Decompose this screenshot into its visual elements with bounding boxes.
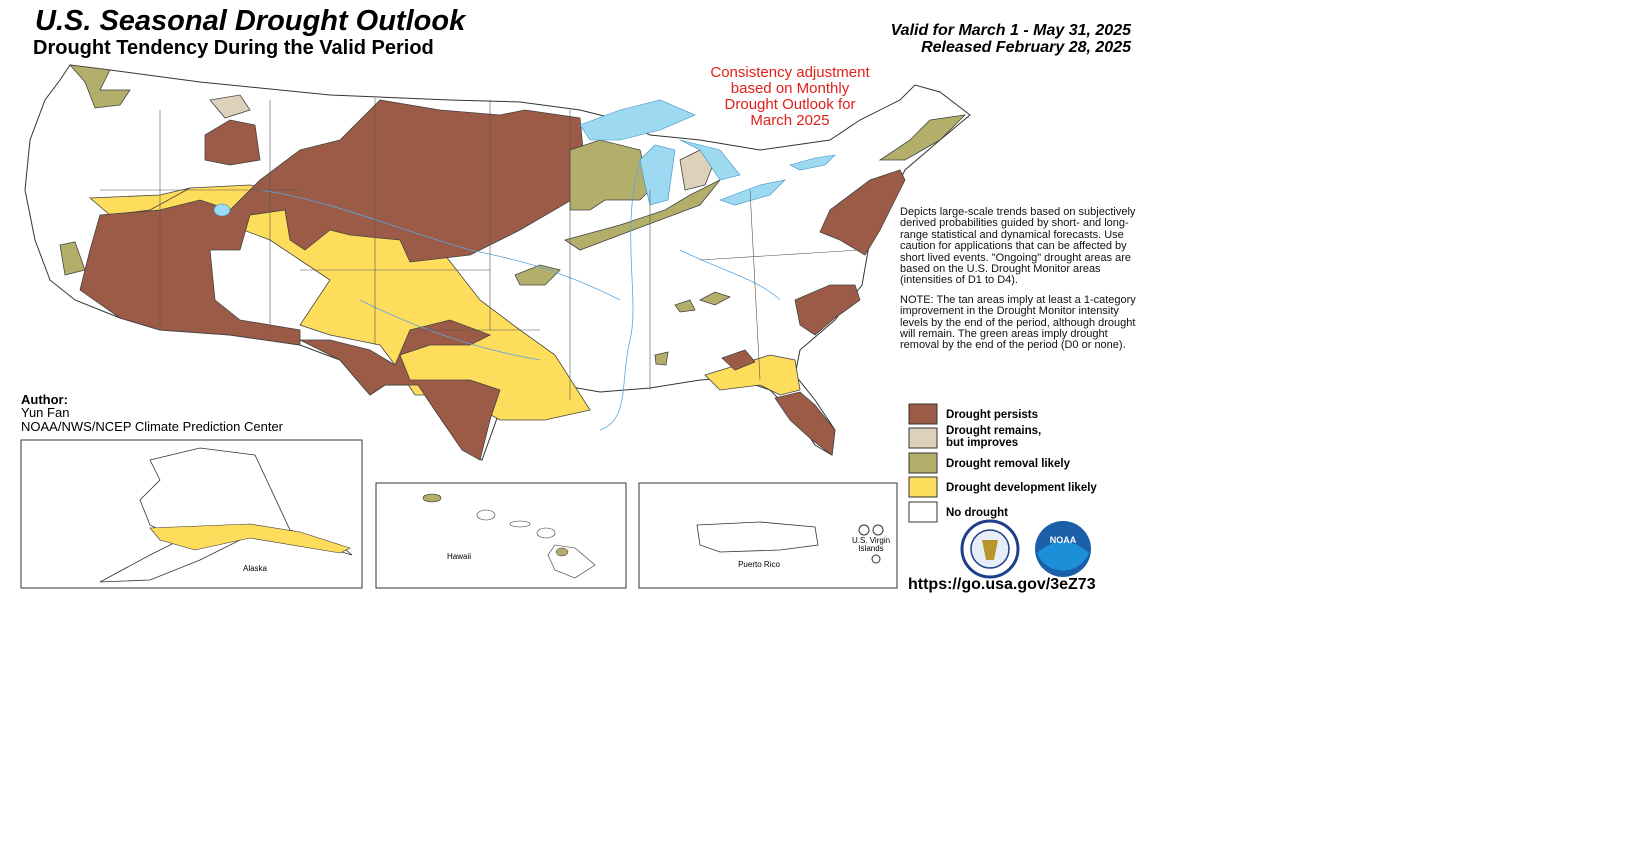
development-region [704,354,801,396]
puerto-rico-shape [696,521,819,553]
island [476,509,496,521]
island [872,524,884,536]
valid-period: Valid for March 1 - May 31, 2025 [891,22,1133,39]
removal-region [654,351,669,366]
improves-region [679,149,716,191]
great-salt-lake [213,203,231,217]
legend: Drought persists Drought remains,but impr… [908,403,1097,523]
author-name: Yun Fan [21,405,69,420]
arkansas-river [359,299,541,361]
inset-frame [375,482,627,589]
puerto-rico-inset: Puerto Rico U.S. Virgin Islands [638,482,898,589]
ohio-river [679,249,781,301]
island [858,524,870,536]
lake-erie [719,179,786,206]
removal-region [59,241,86,276]
missouri-river [259,189,621,301]
island [871,554,881,564]
removal-region [422,493,442,503]
legend-label: No drought [946,507,1008,519]
removal-region [555,547,569,557]
mississippi-river [599,159,641,431]
consistency-note: Consistency adjustment based on Monthly … [710,64,870,129]
subtitle: Drought Tendency During the Valid Period [33,37,434,59]
title: U.S. Seasonal Drought Outlook [35,5,467,37]
removal-region [878,114,967,161]
description-paragraph: Depicts large-scale trends based on subj… [900,206,1136,287]
legend-label: Drought removal likely [946,458,1071,470]
development-region [88,187,191,216]
lake-superior [579,99,696,141]
development-region [149,523,351,554]
island [509,520,531,528]
description: Depicts large-scale trends based on subj… [900,206,1145,360]
inset-label: Puerto Rico [738,560,780,569]
removal-region [674,299,696,313]
legend-swatch [908,403,938,425]
logo-emblem [982,540,998,560]
island [536,527,556,539]
legend-label: Drought persists [946,409,1038,421]
removal-region [69,64,131,109]
note-line: based on Monthly [731,80,850,97]
removal-region [698,291,732,306]
noaa-logo: NOAA [1035,521,1091,577]
state-borders [100,98,861,400]
author-organization: NOAA/NWS/NCEP Climate Prediction Center [21,419,284,434]
legend-label: but improves [946,437,1018,449]
persists-region [774,391,836,456]
note-line: Drought Outlook for [725,96,856,113]
persists-region [794,284,861,336]
inset-label: Islands [858,544,883,553]
persists-region [299,319,501,461]
legend-swatch [908,427,938,449]
hawaii-inset: Hawaii [375,482,627,589]
release-date: Released February 28, 2025 [921,39,1132,56]
logo-text: NOAA [1050,535,1077,545]
lake-michigan [639,144,676,206]
conus-map [24,64,971,553]
doc-logo [960,519,1020,579]
persists-region [819,169,906,256]
note-line: March 2025 [750,112,829,129]
improves-region [209,94,251,119]
alaska-shape [99,447,353,583]
removal-region [564,179,721,251]
author-heading: Author: [21,392,68,407]
legend-label: Drought development likely [946,482,1097,494]
alaska-inset: Alaska [20,439,363,589]
logo-wave [1037,541,1089,571]
legend-swatch [908,476,938,498]
note-line: Consistency adjustment [710,64,870,81]
url: https://go.usa.gov/3eZ73 [908,576,1096,593]
lake-huron [679,139,741,181]
description-paragraph: NOTE: The tan areas imply at least a 1-c… [900,293,1136,352]
persists-region [721,349,756,371]
inset-label: U.S. Virgin [852,536,890,545]
legend-label: Drought remains, [946,425,1041,437]
lake-ontario [789,154,836,171]
legend-swatch [908,501,938,523]
persists-region [204,119,261,166]
inset-label: Alaska [243,564,268,573]
legend-swatch [908,452,938,474]
removal-region [569,139,651,211]
inset-label: Hawaii [447,552,471,561]
